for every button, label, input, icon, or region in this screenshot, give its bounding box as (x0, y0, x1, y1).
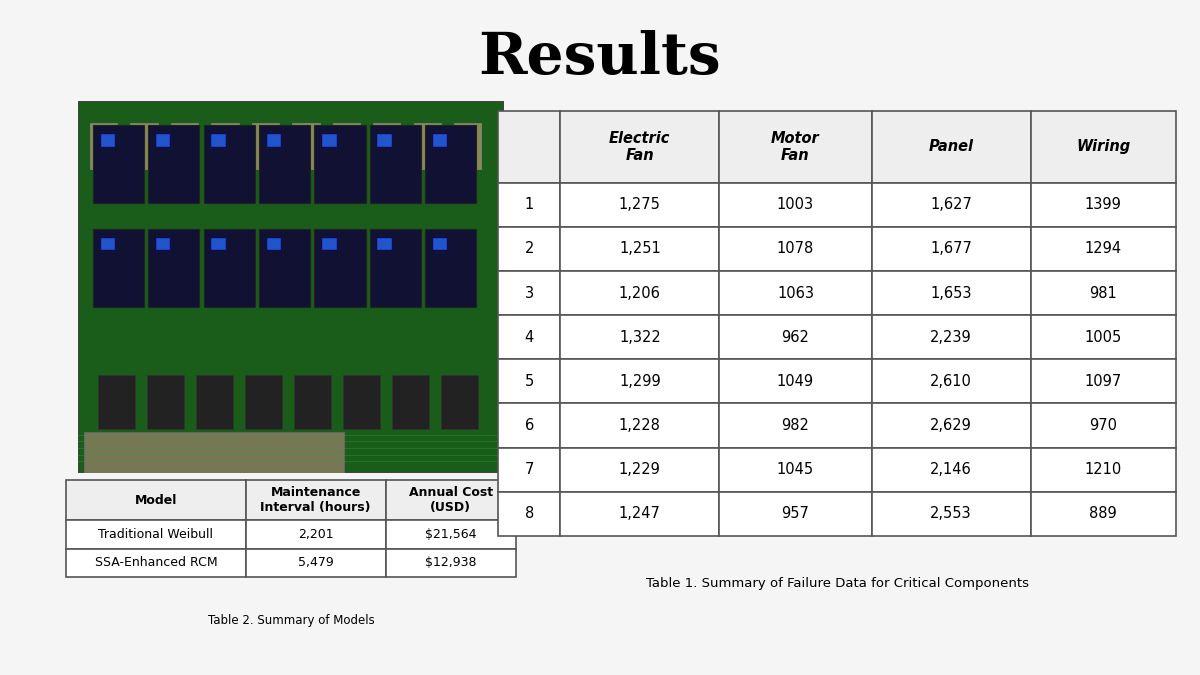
FancyBboxPatch shape (343, 375, 379, 429)
FancyBboxPatch shape (211, 134, 226, 146)
FancyBboxPatch shape (392, 375, 428, 429)
FancyBboxPatch shape (370, 126, 421, 203)
FancyBboxPatch shape (156, 238, 170, 250)
FancyBboxPatch shape (156, 134, 170, 146)
FancyBboxPatch shape (322, 134, 336, 146)
FancyBboxPatch shape (322, 238, 336, 250)
FancyBboxPatch shape (131, 123, 157, 169)
FancyBboxPatch shape (211, 123, 239, 169)
FancyBboxPatch shape (149, 230, 199, 307)
FancyBboxPatch shape (293, 123, 319, 169)
FancyBboxPatch shape (373, 123, 401, 169)
FancyBboxPatch shape (433, 238, 448, 250)
FancyBboxPatch shape (92, 230, 144, 307)
FancyBboxPatch shape (101, 134, 115, 146)
FancyBboxPatch shape (259, 230, 310, 307)
FancyBboxPatch shape (92, 126, 144, 203)
FancyBboxPatch shape (90, 123, 118, 169)
FancyBboxPatch shape (440, 375, 478, 429)
FancyBboxPatch shape (170, 123, 198, 169)
FancyBboxPatch shape (84, 432, 344, 472)
FancyBboxPatch shape (414, 123, 440, 169)
FancyBboxPatch shape (148, 375, 184, 429)
FancyBboxPatch shape (101, 238, 115, 250)
FancyBboxPatch shape (259, 126, 310, 203)
Text: Table 2. Summary of Models: Table 2. Summary of Models (208, 614, 374, 627)
FancyBboxPatch shape (294, 375, 331, 429)
FancyBboxPatch shape (98, 375, 134, 429)
FancyBboxPatch shape (454, 123, 481, 169)
FancyBboxPatch shape (78, 101, 504, 472)
FancyBboxPatch shape (378, 238, 392, 250)
Text: Results: Results (479, 30, 721, 86)
FancyBboxPatch shape (204, 126, 254, 203)
FancyBboxPatch shape (252, 123, 280, 169)
FancyBboxPatch shape (204, 230, 254, 307)
FancyBboxPatch shape (266, 134, 281, 146)
FancyBboxPatch shape (314, 230, 366, 307)
FancyBboxPatch shape (149, 126, 199, 203)
FancyBboxPatch shape (433, 134, 448, 146)
FancyBboxPatch shape (314, 126, 366, 203)
FancyBboxPatch shape (211, 238, 226, 250)
FancyBboxPatch shape (196, 375, 233, 429)
FancyBboxPatch shape (378, 134, 392, 146)
FancyBboxPatch shape (266, 238, 281, 250)
FancyBboxPatch shape (425, 126, 476, 203)
FancyBboxPatch shape (332, 123, 360, 169)
Text: Table 1. Summary of Failure Data for Critical Components: Table 1. Summary of Failure Data for Cri… (646, 577, 1028, 590)
FancyBboxPatch shape (425, 230, 476, 307)
FancyBboxPatch shape (370, 230, 421, 307)
FancyBboxPatch shape (245, 375, 282, 429)
